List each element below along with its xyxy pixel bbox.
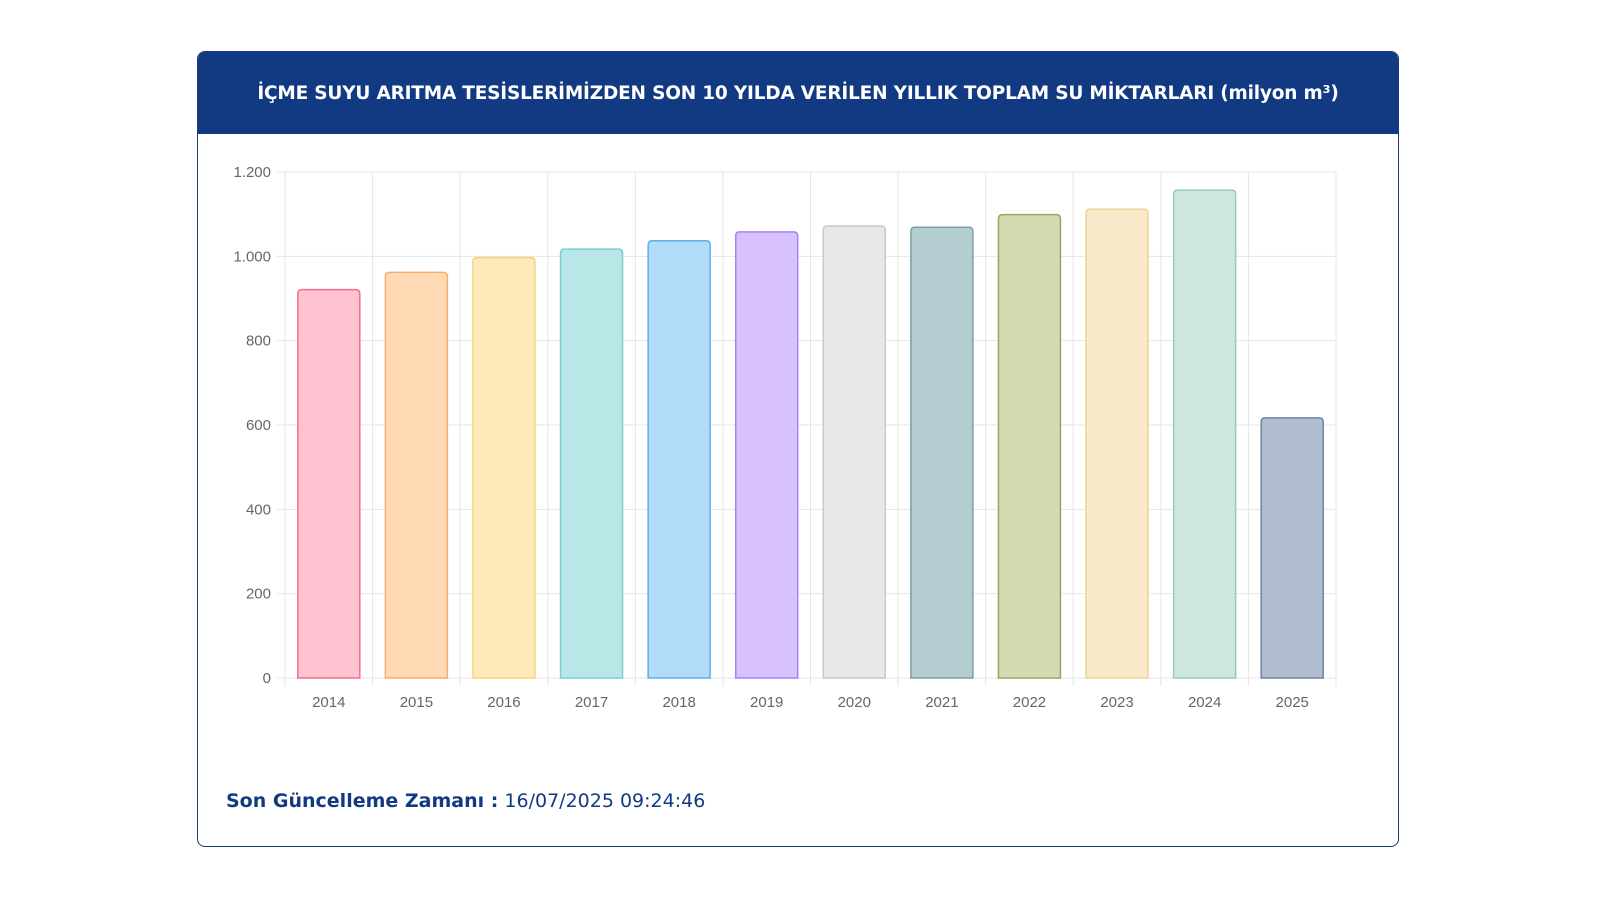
chart-title: İÇME SUYU ARITMA TESİSLERİMİZDEN SON 10 … — [257, 82, 1339, 104]
grid — [277, 171, 1337, 686]
bar-2019[interactable] — [734, 231, 799, 679]
chart-header: İÇME SUYU ARITMA TESİSLERİMİZDEN SON 10 … — [198, 52, 1398, 134]
bar-2014[interactable] — [297, 288, 361, 679]
y-tick-label: 0 — [263, 670, 271, 687]
bar-2020[interactable] — [822, 225, 887, 679]
bar-2024[interactable] — [1172, 189, 1237, 679]
x-tick-label: 2018 — [662, 694, 695, 711]
bar-2025[interactable] — [1260, 417, 1324, 679]
y-axis-ticks: 0 200 400 600 800 1.000 1.200 — [233, 164, 271, 687]
y-tick-label: 1.000 — [233, 248, 271, 265]
y-tick-label: 200 — [246, 586, 271, 603]
x-tick-label: 2017 — [575, 694, 608, 711]
x-tick-label: 2025 — [1276, 694, 1309, 711]
bar-2015[interactable] — [384, 271, 449, 679]
bar-2022[interactable] — [997, 213, 1062, 679]
last-update-label: Son Güncelleme Zamanı : — [226, 790, 499, 812]
x-tick-label: 2014 — [312, 694, 345, 711]
x-tick-label: 2019 — [750, 694, 783, 711]
x-tick-label: 2024 — [1188, 694, 1221, 711]
y-tick-label: 800 — [246, 333, 271, 350]
chart-area: 0 200 400 600 800 1.000 1.200 2014 2015 2016 2017… — [198, 134, 1398, 774]
x-tick-label: 2021 — [925, 694, 958, 711]
bar-chart: 0 200 400 600 800 1.000 1.200 2014 2015 2016 2017… — [233, 164, 1337, 711]
bar-2017[interactable] — [559, 248, 624, 679]
y-tick-label: 400 — [246, 501, 271, 518]
chart-card: İÇME SUYU ARITMA TESİSLERİMİZDEN SON 10 … — [197, 51, 1399, 847]
x-tick-label: 2022 — [1013, 694, 1046, 711]
bar-2016[interactable] — [472, 256, 536, 679]
last-update: Son Güncelleme Zamanı : 16/07/2025 09:24… — [226, 790, 705, 812]
x-tick-label: 2015 — [400, 694, 433, 711]
y-tick-label: 1.200 — [233, 164, 271, 181]
bar-2018[interactable] — [647, 239, 711, 679]
bar-2021[interactable] — [910, 226, 974, 679]
x-axis-ticks: 2014 2015 2016 2017 2018 2019 2020 2021 2022 2023… — [312, 694, 1309, 711]
bar-2023[interactable] — [1085, 208, 1149, 679]
y-tick-label: 600 — [246, 417, 271, 434]
x-tick-label: 2023 — [1100, 694, 1133, 711]
x-tick-label: 2020 — [838, 694, 871, 711]
x-tick-label: 2016 — [487, 694, 520, 711]
bars — [297, 189, 1324, 679]
last-update-value: 16/07/2025 09:24:46 — [504, 790, 706, 812]
